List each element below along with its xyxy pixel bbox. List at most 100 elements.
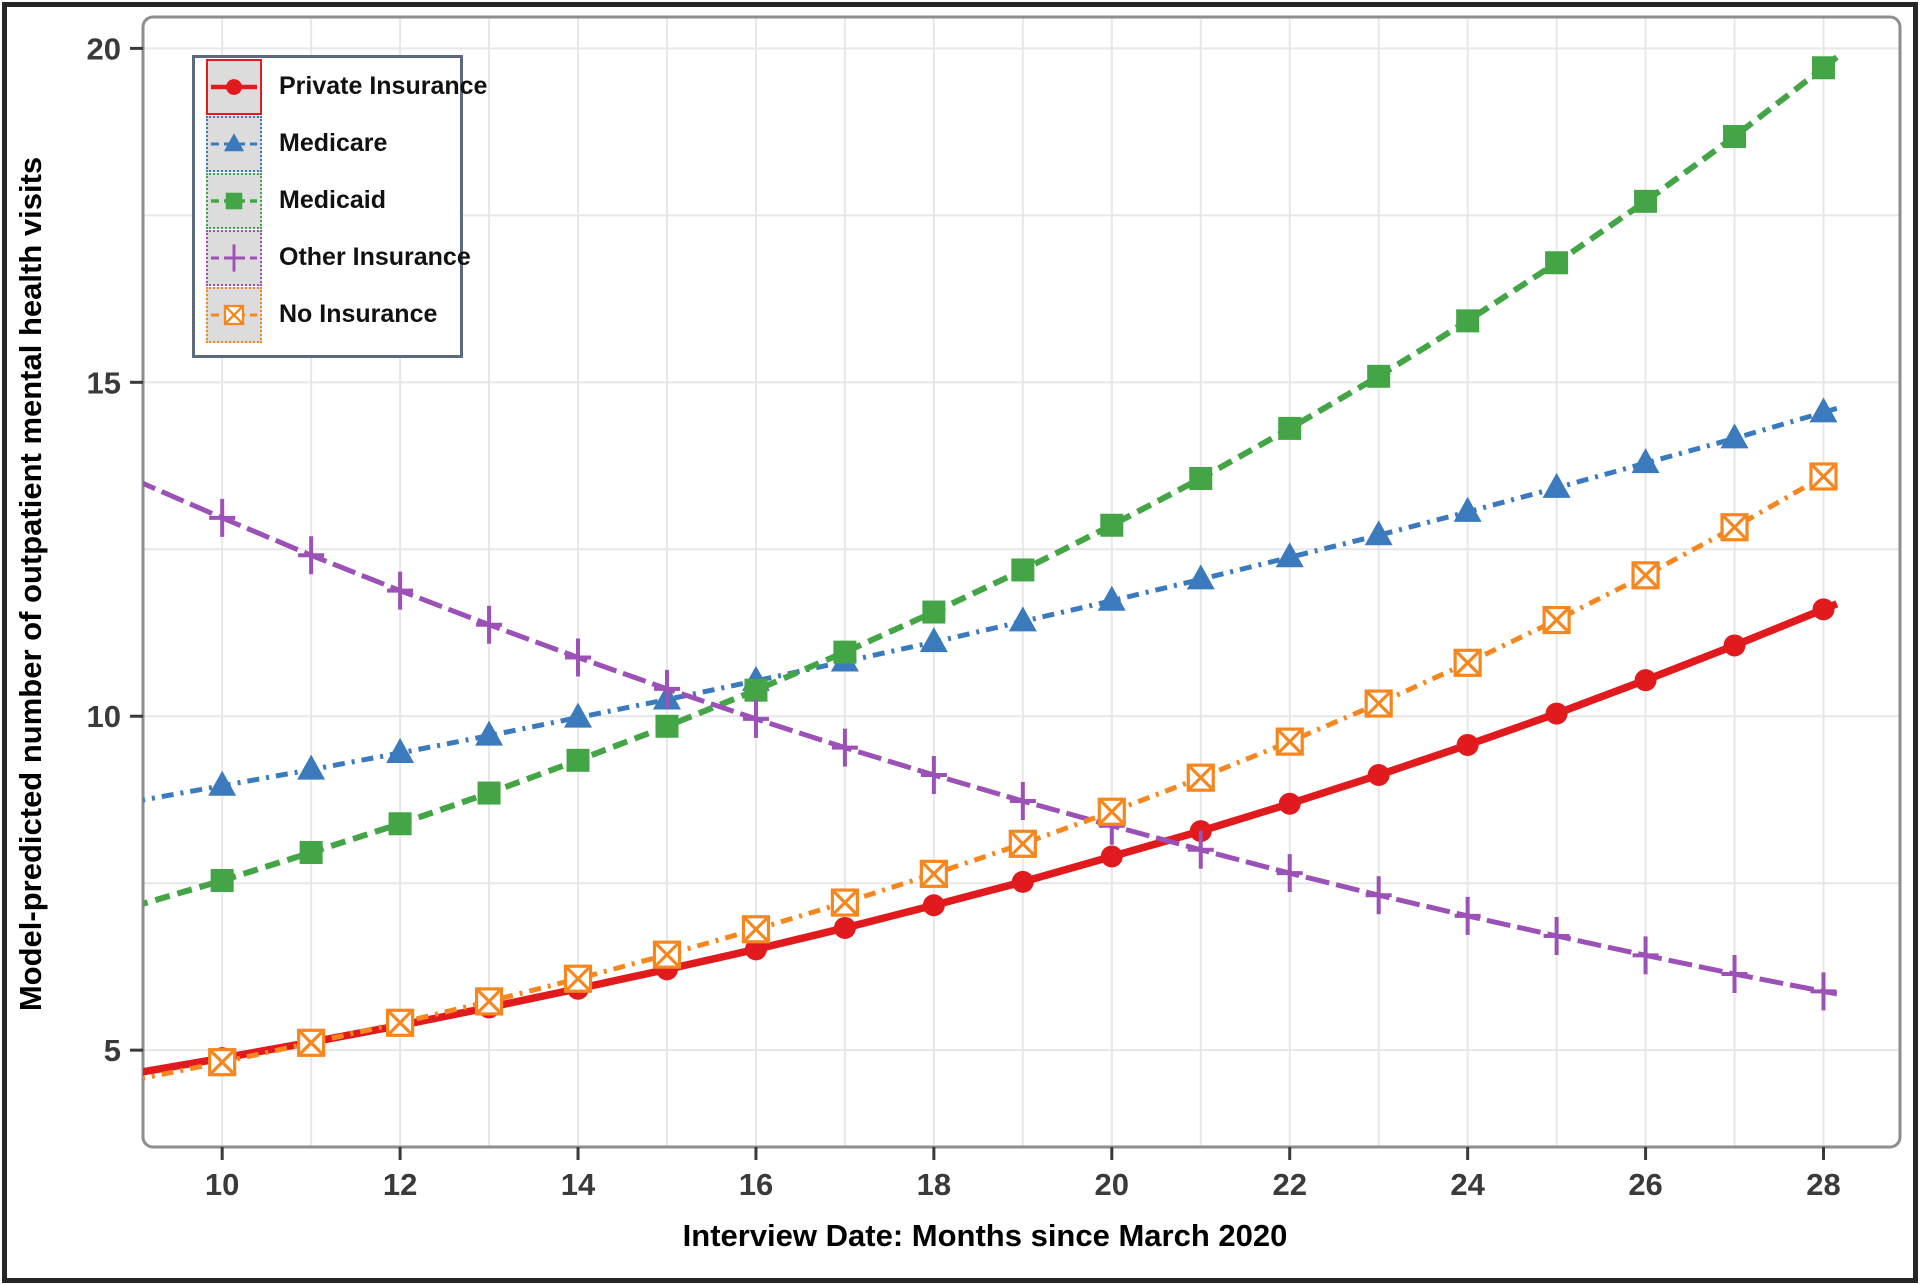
data-point-square xyxy=(922,600,946,624)
legend-key-sample xyxy=(211,132,257,151)
legend-key-sample xyxy=(211,243,257,272)
data-point-square-x-cross xyxy=(297,1029,325,1057)
data-point-plus xyxy=(1009,782,1036,821)
data-point-square xyxy=(1634,189,1658,213)
data-point-triangle xyxy=(1364,520,1393,546)
legend-label: Medicare xyxy=(279,129,388,157)
data-point-square xyxy=(744,678,768,702)
data-point-plus xyxy=(387,571,414,610)
data-point-square xyxy=(1011,558,1035,582)
data-point-circle xyxy=(1278,792,1301,815)
data-point-square-x-cross xyxy=(564,965,592,993)
data-point-plus xyxy=(1365,876,1392,915)
data-point-triangle xyxy=(1097,585,1126,611)
x-tick-label: 14 xyxy=(561,1167,596,1202)
data-point-plus xyxy=(653,669,680,708)
legend-key-medicare xyxy=(206,115,262,172)
data-point-plus xyxy=(831,728,858,767)
data-point-plus xyxy=(742,699,769,738)
data-point-square xyxy=(1723,125,1747,149)
data-point-plus xyxy=(565,638,592,677)
data-point-plus xyxy=(1810,972,1837,1011)
y-tick-label: 20 xyxy=(87,31,121,66)
data-point-square xyxy=(1811,56,1835,80)
data-point-plus xyxy=(1543,916,1570,955)
series-medicaid xyxy=(143,54,1839,907)
data-point-circle xyxy=(1545,702,1568,725)
legend-key-sample xyxy=(211,192,257,209)
data-point-plus xyxy=(298,536,325,575)
data-point-square xyxy=(299,840,323,864)
data-point-plus xyxy=(224,243,244,272)
legend-key-sample xyxy=(211,304,257,325)
data-point-square-x-cross xyxy=(1720,513,1749,541)
data-point-plus xyxy=(476,605,503,644)
data-point-square-x-cross xyxy=(1276,727,1304,756)
series-no-insurance xyxy=(143,462,1839,1081)
data-point-circle xyxy=(922,894,945,917)
data-point-circle xyxy=(744,938,767,961)
data-point-square-x-cross xyxy=(1542,606,1571,634)
x-tick-label: 26 xyxy=(1628,1167,1662,1202)
x-tick-label: 20 xyxy=(1095,1167,1129,1202)
data-point-circle xyxy=(1634,669,1657,692)
data-point-circle xyxy=(1812,598,1835,621)
data-point-square xyxy=(566,748,590,772)
data-point-square xyxy=(1189,466,1213,490)
data-point-triangle xyxy=(1008,606,1037,632)
data-point-triangle xyxy=(1631,448,1660,474)
data-point-square-x-cross xyxy=(1454,649,1482,677)
legend-item-medicaid: Medicaid xyxy=(195,172,460,229)
data-point-plus xyxy=(1454,896,1481,935)
data-point-triangle xyxy=(1275,542,1304,568)
legend-item-other-insurance: Other Insurance xyxy=(195,229,471,286)
data-point-plus xyxy=(1276,854,1303,893)
data-point-square-x-cross xyxy=(1809,462,1838,491)
data-point-triangle xyxy=(1453,496,1482,522)
data-point-square-x-cross xyxy=(831,888,859,917)
data-point-plus xyxy=(1632,936,1659,975)
data-point-circle xyxy=(1100,845,1123,868)
data-point-square xyxy=(210,869,234,893)
axis-ticks: 10 12 14 16 18 20 22 24 26 28 5 10 15 20 xyxy=(87,31,1841,1202)
x-tick-label: 28 xyxy=(1806,1167,1840,1202)
data-point-triangle xyxy=(297,754,326,780)
legend-key-private-insurance xyxy=(206,58,262,115)
legend-key-sample xyxy=(211,78,257,95)
data-point-square-x-cross xyxy=(208,1048,236,1076)
x-axis-title: Interview Date: Months since March 2020 xyxy=(682,1218,1288,1253)
y-tick-label: 10 xyxy=(87,699,121,734)
data-point-square-x-cross xyxy=(920,860,948,888)
legend-item-private-insurance: Private Insurance xyxy=(195,58,487,115)
data-point-circle xyxy=(1367,764,1390,787)
data-point-triangle xyxy=(475,720,504,746)
data-point-square xyxy=(655,714,679,738)
data-point-plus xyxy=(1721,955,1748,994)
data-point-square xyxy=(1367,364,1391,388)
legend-key-no-insurance xyxy=(206,286,262,343)
data-point-triangle xyxy=(1809,397,1838,423)
data-point-triangle xyxy=(386,737,415,763)
legend-item-medicare: Medicare xyxy=(195,115,460,172)
data-point-square xyxy=(1545,251,1569,275)
series-medicare xyxy=(143,397,1838,803)
y-tick-label: 5 xyxy=(104,1033,121,1068)
data-point-triangle xyxy=(1542,472,1571,498)
data-point-triangle xyxy=(223,132,245,151)
x-tick-label: 24 xyxy=(1450,1167,1485,1202)
series-line-other-insurance xyxy=(143,480,1838,997)
data-point-plus xyxy=(209,498,236,537)
series-other-insurance xyxy=(143,480,1838,1011)
data-point-plus xyxy=(920,756,947,795)
data-point-square-x-cross xyxy=(1009,830,1037,858)
x-tick-label: 12 xyxy=(383,1167,417,1202)
data-point-square xyxy=(833,640,857,664)
data-point-triangle xyxy=(1186,564,1215,590)
data-point-triangle xyxy=(564,702,593,728)
data-point-square xyxy=(225,192,243,209)
legend-item-no-insurance: No Insurance xyxy=(195,286,460,343)
data-point-triangle xyxy=(208,770,237,796)
